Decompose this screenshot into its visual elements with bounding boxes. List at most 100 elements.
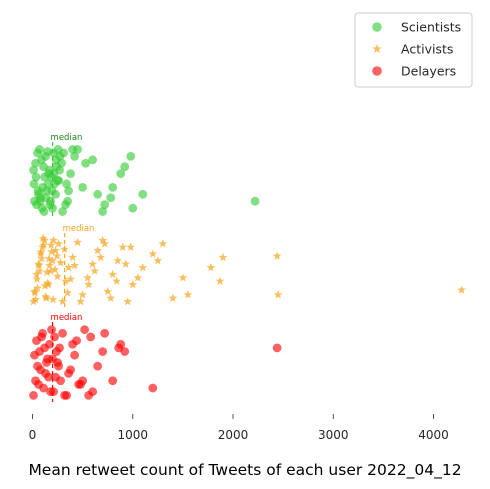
delayers-point [40,343,49,353]
delayers-point [86,332,96,342]
activists-point [123,297,133,306]
activists-point [273,290,283,299]
scientists-point [128,203,138,213]
delayers-point [120,347,130,356]
activists-point [46,240,56,249]
x-axis: 0 1000 2000 3000 4000 Mean retweet count of … [28,414,462,480]
delayers-point [54,361,63,371]
scientists-point [58,207,67,216]
scientists-point [66,169,75,179]
delayers-point [148,383,158,393]
delayers-point [36,365,45,375]
delayers-point [44,372,53,382]
scientists-point [138,189,148,199]
activists-point [61,276,70,285]
delayers-point [70,350,80,360]
scientists-point [55,151,65,161]
scientists-point [64,186,73,196]
activists-point [48,256,57,265]
scientists-point [33,186,43,196]
activists-point [50,265,60,274]
median-layer: median median median [51,133,95,402]
delayers-point [58,328,67,338]
legend-frame [354,12,473,88]
activists-point [84,280,94,289]
delayers-point [64,369,73,378]
scientists-point [29,165,38,175]
activists-point [106,293,116,302]
activists-point [34,260,44,270]
delayers-point [46,387,55,397]
delayers-point [34,380,43,389]
activists-point [42,267,52,277]
activists-point [45,260,54,270]
scientists-point [53,145,63,154]
activists-point [215,276,225,285]
scientists-point [31,172,41,182]
activists-point [218,252,228,262]
points-layer [29,145,466,400]
scientists-point [88,155,98,165]
delayers-point [80,325,90,335]
delayers-point [32,336,41,345]
activists-point [47,247,56,256]
activists-point [46,266,55,275]
scientists-point [39,207,49,216]
activists-point [73,237,82,247]
scientists-point [106,193,116,203]
activists-point [64,263,73,272]
scientists-point [81,158,91,168]
delayers-point [108,376,118,386]
scientists-point [116,169,126,179]
activists-point [30,288,40,297]
activists-point [32,274,42,283]
delayers-point [52,347,61,356]
activists-point [63,288,72,297]
scientists-point [63,196,72,206]
scientists-point [100,200,110,210]
delayers-point [30,350,39,360]
activists-point [103,286,113,296]
activists-point [33,283,42,292]
activists-point [35,266,44,275]
activists-point [88,259,98,268]
activists-point [148,249,158,258]
activists-point [206,263,216,272]
delayers-point [100,328,110,338]
activists-point [48,294,58,304]
activists-point [70,260,79,270]
activists-point [118,242,128,251]
activists-point [113,256,123,265]
delayers-point [88,387,98,397]
activists-point [39,240,48,249]
legend-label-scientists: Scientists [401,20,461,35]
activists-point [32,269,41,279]
legend-marker-scientists [372,22,382,32]
scientists-point [98,207,108,216]
delayers-point [272,343,282,353]
scientists-point [47,186,57,196]
delayers-point [116,339,126,349]
activists-point [168,293,178,302]
scientists-point [68,145,77,154]
activists-point [83,273,93,282]
legend-marker-delayers [372,66,382,76]
x-axis-label: Mean retweet count of Tweets of each use… [28,461,461,480]
activists-point [457,285,466,294]
activists-median-label: median [63,224,95,234]
delayers-point [98,347,108,356]
activists-point [31,294,40,304]
legend-label-activists: Activists [401,42,453,57]
activists-point [44,254,54,263]
legend-entries: Scientists Activists Delayers [372,20,461,79]
activists-point [40,281,50,290]
activists-point [49,235,58,245]
activists-point [36,247,46,256]
activists-point [112,276,122,285]
activists-point [58,297,67,306]
activists-point [272,251,282,260]
activists-point [38,233,48,243]
scientists-point [49,169,59,179]
activists-point [96,252,106,262]
activists-point [78,290,87,299]
